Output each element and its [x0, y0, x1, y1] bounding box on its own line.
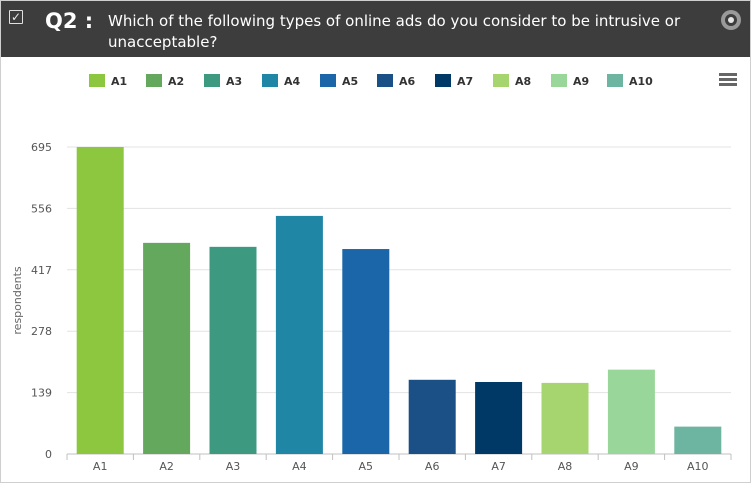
bar-a2[interactable]	[143, 242, 191, 454]
bar-a9[interactable]	[607, 369, 655, 454]
bar-a5[interactable]	[342, 249, 390, 454]
legend-label[interactable]: A3	[226, 75, 242, 88]
legend-swatch[interactable]	[89, 74, 105, 87]
x-tick-label: A4	[292, 460, 307, 473]
bar-a3[interactable]	[209, 246, 257, 454]
bar-a6[interactable]	[408, 379, 456, 454]
hamburger-menu-icon[interactable]	[719, 73, 737, 87]
y-tick-label: 139	[31, 387, 52, 400]
legend-swatch[interactable]	[146, 74, 162, 87]
x-tick-label: A1	[93, 460, 108, 473]
legend-label[interactable]: A7	[457, 75, 473, 88]
legend-swatch[interactable]	[320, 74, 336, 87]
legend-swatch[interactable]	[607, 74, 623, 87]
legend-swatch[interactable]	[204, 74, 220, 87]
legend-swatch[interactable]	[435, 74, 451, 87]
bar-a8[interactable]	[541, 382, 589, 454]
x-tick-label: A6	[425, 460, 440, 473]
legend-label[interactable]: A8	[515, 75, 531, 88]
question-title: Which of the following types of online a…	[108, 12, 681, 51]
y-tick-label: 417	[31, 264, 52, 277]
legend-swatch[interactable]	[262, 74, 278, 87]
y-tick-label: 0	[45, 448, 52, 461]
legend-swatch[interactable]	[377, 74, 393, 87]
question-number: Q2 :	[45, 9, 94, 33]
legend-label[interactable]: A4	[284, 75, 301, 88]
checkbox-checked-icon[interactable]: ✓	[9, 10, 23, 24]
x-tick-label: A8	[558, 460, 573, 473]
x-tick-label: A7	[491, 460, 506, 473]
y-tick-label: 278	[31, 325, 52, 338]
bar-a1[interactable]	[76, 147, 124, 454]
y-axis-title: respondents	[11, 266, 24, 334]
y-tick-label: 556	[31, 202, 52, 215]
legend-label[interactable]: A10	[629, 75, 653, 88]
legend-swatch[interactable]	[551, 74, 567, 87]
x-tick-label: A9	[624, 460, 639, 473]
question-header: ✓ Q2 : Which of the following types of o…	[1, 1, 750, 57]
legend-label[interactable]: A1	[111, 75, 127, 88]
bar-a7[interactable]	[475, 381, 523, 454]
legend-label[interactable]: A9	[573, 75, 589, 88]
bar-a4[interactable]	[275, 215, 323, 454]
target-icon[interactable]	[721, 10, 741, 30]
bar-a10[interactable]	[674, 426, 722, 454]
legend-label[interactable]: A5	[342, 75, 358, 88]
x-tick-label: A2	[159, 460, 174, 473]
x-tick-label: A5	[359, 460, 374, 473]
legend-label[interactable]: A2	[168, 75, 184, 88]
x-tick-label: A3	[226, 460, 241, 473]
legend-label[interactable]: A6	[399, 75, 416, 88]
y-tick-label: 695	[31, 141, 52, 154]
x-tick-label: A10	[687, 460, 709, 473]
legend-swatch[interactable]	[493, 74, 509, 87]
